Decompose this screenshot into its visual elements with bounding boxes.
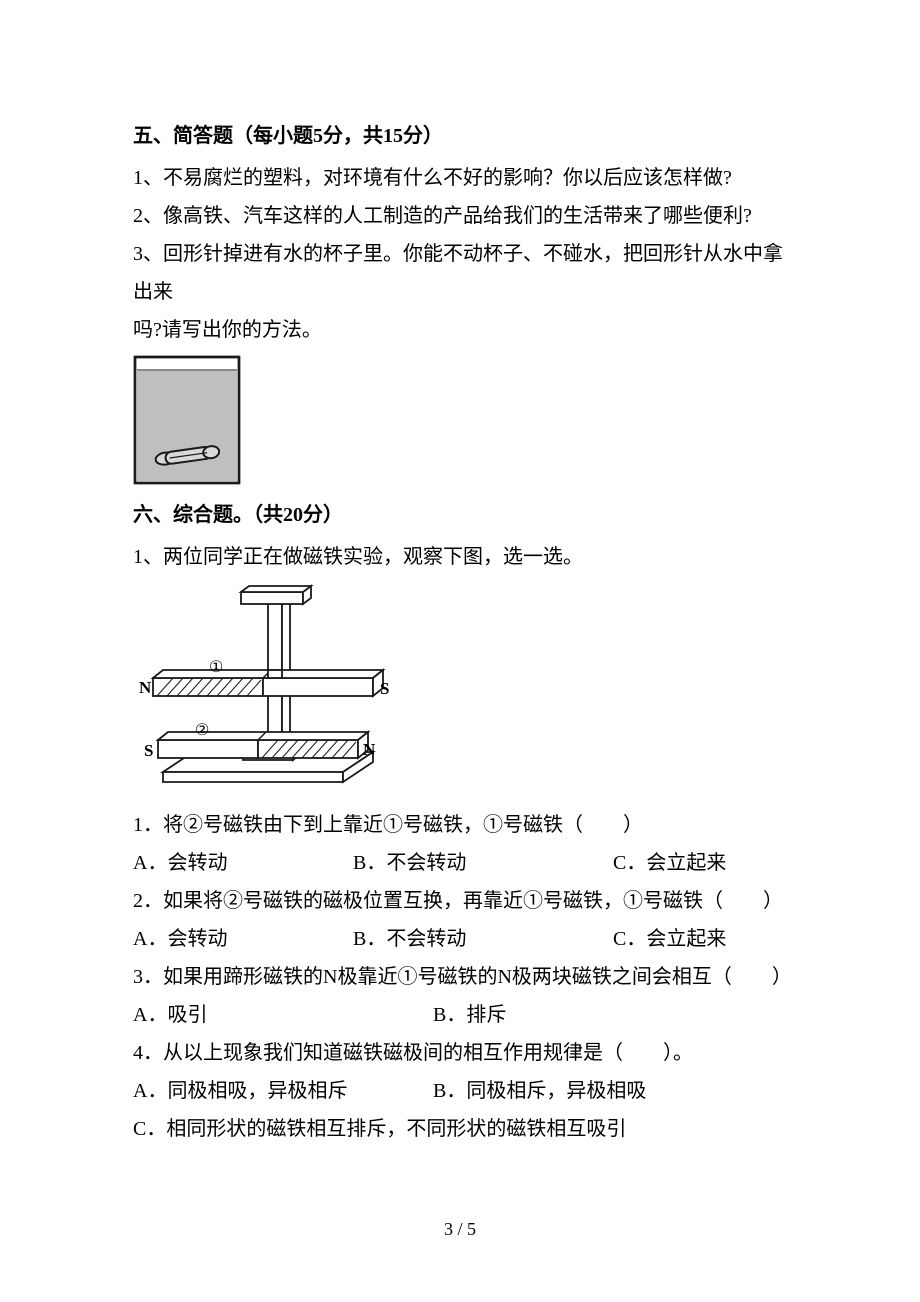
q6-1-stem: 1．将②号磁铁由下到上靠近①号磁铁，①号磁铁（ ） [133,806,792,844]
q6-3-options: A．吸引 B．排斥 [133,996,792,1034]
q6-2-a: A．会转动 [133,920,353,958]
label-n-top: N [139,678,152,697]
q6-1-options: A．会转动 B．不会转动 C．会立起来 [133,844,792,882]
magnet-diagram: N S S N ① ② [133,582,792,800]
label-circle-1: ① [209,659,223,676]
section-5-heading: 五、简答题（每小题5分，共15分） [133,117,792,155]
q6-3-b: B．排斥 [433,996,506,1034]
q6-intro: 1、两位同学正在做磁铁实验，观察下图，选一选。 [133,538,792,576]
q5-2: 2、像高铁、汽车这样的人工制造的产品给我们的生活带来了哪些便利? [133,197,792,235]
q6-3-a: A．吸引 [133,996,433,1034]
q6-2-b: B．不会转动 [353,920,613,958]
page-number: 3 / 5 [0,1219,920,1240]
q6-1-c: C．会立起来 [613,844,726,882]
q6-2-stem: 2．如果将②号磁铁的磁极位置互换，再靠近①号磁铁，①号磁铁（ ） [133,882,792,920]
label-s-top: S [380,679,389,698]
label-circle-2: ② [195,722,209,739]
q6-3-stem: 3．如果用蹄形磁铁的N极靠近①号磁铁的N极两块磁铁之间会相互（ ） [133,958,792,996]
q6-4-a: A．同极相吸，异极相斥 [133,1072,433,1110]
q6-4-options-ab: A．同极相吸，异极相斥 B．同极相斥，异极相吸 [133,1072,792,1110]
q6-2-options: A．会转动 B．不会转动 C．会立起来 [133,920,792,958]
label-s-bottom: S [144,741,153,760]
q6-2-c: C．会立起来 [613,920,726,958]
section-6-heading: 六、综合题。（共20分） [133,496,792,534]
cup-diagram [133,355,792,490]
label-n-bottom: N [363,740,376,759]
q5-3-line1: 3、回形针掉进有水的杯子里。你能不动杯子、不碰水，把回形针从水中拿出来 [133,235,792,311]
q6-1-b: B．不会转动 [353,844,613,882]
q6-4-b: B．同极相斥，异极相吸 [433,1072,646,1110]
q5-3-line2: 吗?请写出你的方法。 [133,311,792,349]
q6-4-stem: 4．从以上现象我们知道磁铁磁极间的相互作用规律是（ ）。 [133,1034,792,1072]
q6-4-c: C．相同形状的磁铁相互排斥，不同形状的磁铁相互吸引 [133,1110,792,1148]
q5-1: 1、不易腐烂的塑料，对环境有什么不好的影响？你以后应该怎样做? [133,159,792,197]
q6-1-a: A．会转动 [133,844,353,882]
